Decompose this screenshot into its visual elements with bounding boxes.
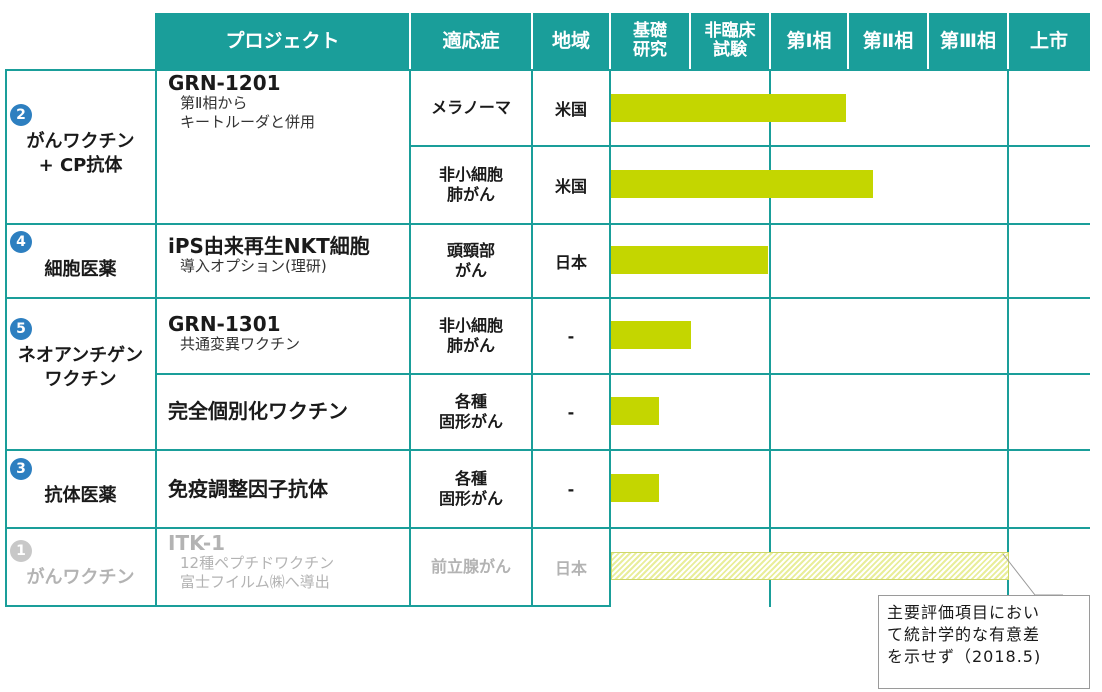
table-header: [155, 13, 1090, 69]
category-number-badge: 3: [10, 458, 32, 480]
pipeline-bar: [611, 474, 659, 502]
project-title: GRN-1201: [168, 71, 281, 95]
callout-pointer: [1002, 553, 1063, 596]
project-cell: GRN-1201 第Ⅱ相から キートルーダと併用: [168, 72, 406, 132]
project-cell: iPS由来再生NKT細胞 導入オプション(理研): [168, 235, 406, 276]
header-divider: [609, 13, 611, 69]
grid-line: [5, 527, 1090, 529]
project-cell: GRN-1301 共通変異ワクチン: [168, 313, 406, 354]
category-number-badge: 2: [10, 104, 32, 126]
category-label: 細胞医薬: [44, 259, 117, 280]
grid-line: [5, 69, 1090, 71]
indication-cell: 非小細胞 肺がん: [438, 316, 503, 355]
project-title: 免疫調整因子抗体: [168, 477, 328, 501]
grid-line: [769, 69, 771, 607]
region-cell: 米国: [554, 177, 587, 196]
project-cell: 完全個別化ワクチン: [168, 400, 406, 422]
region-cell: -: [567, 402, 575, 422]
header-indication: 適応症: [442, 29, 500, 52]
header-divider: [769, 13, 771, 69]
grid-line: [609, 69, 611, 607]
project-title: ITK-1: [168, 531, 226, 555]
header-phase-1: 第Ⅰ相: [786, 29, 832, 52]
header-launch: 上市: [1029, 29, 1068, 52]
grid-line: [531, 69, 533, 607]
project-title: iPS由来再生NKT細胞: [168, 234, 370, 258]
project-title: 完全個別化ワクチン: [168, 399, 348, 423]
header-divider: [1007, 13, 1009, 69]
indication-cell: 非小細胞 肺がん: [438, 165, 503, 204]
project-subtitle: 共通変異ワクチン: [180, 335, 301, 353]
project-cell: ITK-1 12種ペプチドワクチン 富士フイルム㈱へ導出: [168, 532, 406, 592]
pipeline-bar: [611, 552, 1009, 580]
header-divider: [689, 13, 691, 69]
project-title: GRN-1301: [168, 312, 281, 336]
region-cell: 米国: [554, 100, 587, 119]
project-subtitle: 第Ⅱ相から キートルーダと併用: [180, 94, 316, 131]
grid-line: [409, 69, 411, 607]
region-cell: 日本: [554, 253, 587, 272]
grid-line: [155, 373, 1090, 375]
project-subtitle: 12種ペプチドワクチン 富士フイルム㈱へ導出: [180, 554, 335, 591]
grid-line: [5, 223, 1090, 225]
indication-cell: 前立腺がん: [430, 557, 511, 576]
category-number-badge: 5: [10, 318, 32, 340]
project-subtitle: 導入オプション(理研): [180, 257, 327, 275]
header-divider: [847, 13, 849, 69]
grid-line: [5, 297, 1090, 299]
category-label: ネオアンチゲン ワクチン: [17, 345, 144, 390]
region-cell: 日本: [554, 559, 587, 578]
project-cell: 免疫調整因子抗体: [168, 478, 406, 500]
header-project: プロジェクト: [225, 29, 340, 52]
header-phase-basic: 基礎 研究: [633, 21, 667, 60]
indication-cell: 各種 固形がん: [438, 469, 503, 508]
callout-note: 主要評価項目におい て統計学的な有意差 を示せず（2018.5): [878, 595, 1090, 689]
pipeline-bar: [611, 246, 768, 274]
category-label: 抗体医薬: [44, 485, 117, 506]
category-number-badge: 1: [10, 540, 32, 562]
grid-line: [155, 69, 157, 607]
category-label: がんワクチン + CP抗体: [26, 131, 135, 176]
pipeline-bar: [611, 321, 691, 349]
indication-cell: メラノーマ: [431, 98, 511, 117]
grid-line: [409, 145, 1090, 147]
region-cell: -: [567, 479, 575, 499]
callout-text: 主要評価項目におい て統計学的な有意差 を示せず（2018.5): [887, 603, 1042, 666]
region-cell: -: [567, 326, 575, 346]
header-divider: [409, 13, 411, 69]
header-divider: [531, 13, 533, 69]
category-number-badge: 4: [10, 231, 32, 253]
grid-line: [5, 605, 610, 607]
pipeline-bar: [611, 397, 659, 425]
header-divider: [927, 13, 929, 69]
pipeline-bar: [611, 170, 873, 198]
header-phase-2: 第Ⅱ相: [862, 29, 914, 52]
pipeline-bar: [611, 94, 846, 122]
header-phase-3: 第Ⅲ相: [940, 29, 996, 52]
grid-line: [5, 449, 1090, 451]
header-phase-preclinical: 非臨床 試験: [704, 21, 756, 60]
grid-line: [1007, 69, 1009, 607]
indication-cell: 各種 固形がん: [438, 392, 503, 431]
grid-line: [5, 69, 7, 607]
header-region: 地域: [551, 29, 590, 52]
category-label: がんワクチン: [26, 567, 135, 588]
indication-cell: 頭頸部 がん: [446, 241, 495, 280]
